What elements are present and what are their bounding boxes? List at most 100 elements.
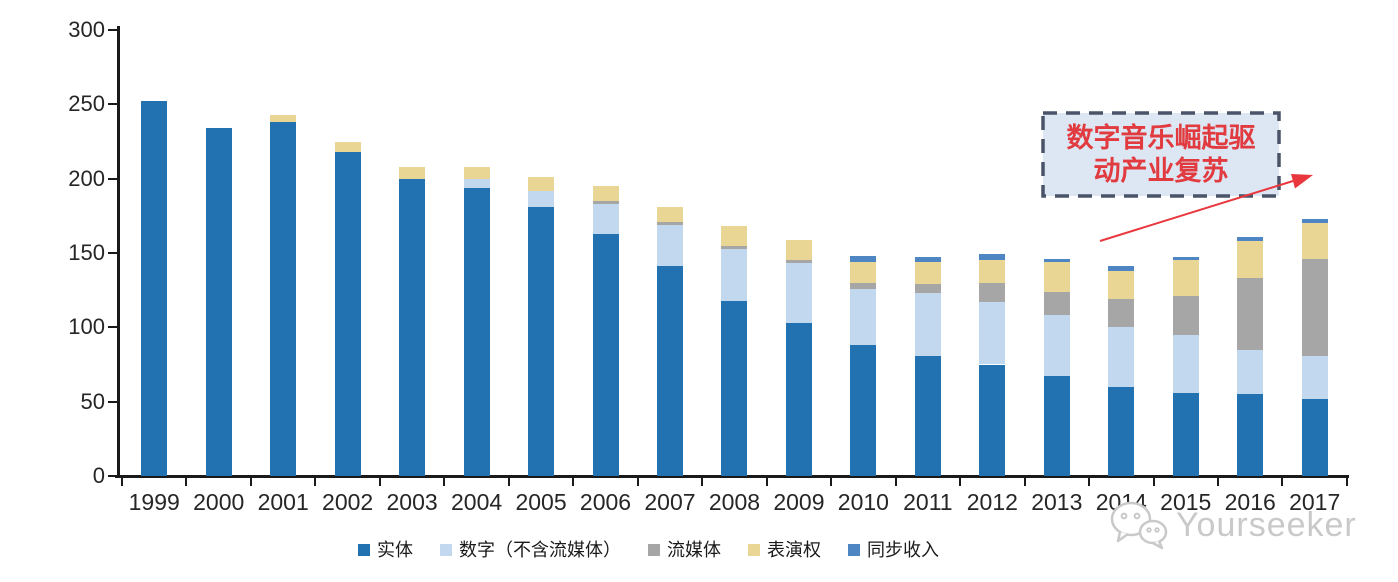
x-axis-line	[115, 475, 1349, 478]
bar-segment	[1301, 218, 1328, 224]
annotation-arrow-head-icon	[1291, 174, 1313, 189]
bar-segment	[1237, 394, 1264, 476]
bar-segment	[656, 206, 683, 222]
y-axis-tick-label: 200	[68, 165, 105, 191]
y-axis-tick-mark	[108, 252, 118, 254]
y-axis-tick-mark	[108, 29, 118, 31]
legend-item: 流媒体	[648, 540, 721, 560]
y-axis-tick-mark	[108, 475, 118, 477]
x-axis-tick-mark	[701, 478, 704, 486]
bar-segment	[592, 233, 619, 476]
bar-segment	[399, 166, 426, 179]
bar-segment	[1237, 349, 1264, 395]
bar-segment	[721, 226, 748, 246]
legend-swatch-icon	[848, 544, 860, 556]
bar-segment	[463, 187, 490, 476]
bar-segment	[1172, 257, 1199, 261]
bar-segment	[1043, 291, 1070, 316]
bar-segment	[141, 101, 168, 476]
x-axis-tick-mark	[636, 478, 639, 486]
bar-segment	[1237, 241, 1264, 279]
bar-segment	[334, 141, 361, 152]
bar-segment	[914, 293, 941, 356]
bar-segment	[785, 239, 812, 261]
x-axis-category-label: 2000	[193, 489, 245, 515]
x-axis-category-label: 2010	[837, 489, 889, 515]
y-axis-tick-mark	[108, 177, 118, 180]
x-axis-category-label: 2007	[644, 489, 696, 515]
bar-segment	[979, 260, 1006, 283]
x-axis-tick-mark	[1152, 478, 1155, 486]
bar-segment	[850, 255, 877, 262]
bar-segment	[1108, 386, 1135, 476]
x-axis-category-label: 2005	[515, 489, 567, 515]
legend-item: 实体	[358, 540, 413, 560]
bar-segment	[850, 288, 877, 346]
bar-segment	[785, 322, 812, 476]
bar-segment	[656, 266, 683, 476]
legend-swatch-icon	[748, 544, 760, 556]
x-axis-tick-mark	[959, 478, 962, 486]
y-axis-tick-mark	[108, 326, 118, 329]
bar-segment	[528, 206, 555, 476]
bar-segment	[914, 355, 941, 476]
x-axis-tick-mark	[1281, 478, 1284, 486]
bar-segment	[1108, 270, 1135, 300]
bar-segment	[914, 261, 941, 285]
bar-segment	[1301, 223, 1328, 259]
bar-segment	[656, 221, 683, 225]
bar-segment	[785, 263, 812, 323]
x-axis-tick-mark	[443, 478, 446, 486]
chart-legend: 实体 数字（不含流媒体） 流媒体 表演权 同步收入	[358, 540, 939, 560]
bar-segment	[1301, 355, 1328, 399]
bar-segment	[850, 261, 877, 283]
bar-segment	[1172, 392, 1199, 476]
bar-segment	[1301, 258, 1328, 356]
bar-segment	[592, 200, 619, 204]
bar-segment	[1043, 315, 1070, 377]
x-axis-tick-mark	[185, 478, 188, 486]
legend-label: 流媒体	[667, 540, 721, 560]
x-axis-category-label: 2016	[1224, 489, 1276, 515]
bar-segment	[463, 166, 490, 179]
legend-swatch-icon	[440, 544, 452, 556]
y-axis-tick-label: 100	[68, 314, 105, 340]
annotation-callout: 数字音乐崛起驱 动产业复苏	[1043, 113, 1279, 196]
x-axis-tick-mark	[378, 478, 381, 486]
bar-segment	[1237, 278, 1264, 350]
bar-segment	[399, 178, 426, 476]
annotation-line2: 动产业复苏	[1093, 155, 1229, 187]
x-axis-category-label: 2017	[1289, 489, 1341, 515]
x-axis-tick-mark	[1345, 478, 1348, 486]
bar-segment	[528, 177, 555, 191]
bar-segment	[979, 254, 1006, 261]
bar-segment	[334, 151, 361, 476]
x-axis-category-label: 2008	[708, 489, 761, 515]
wechat-logo-icon	[1110, 501, 1168, 550]
x-axis-category-label: 2015	[1160, 489, 1212, 515]
bar-segment	[592, 186, 619, 201]
bar-segment	[1301, 398, 1328, 476]
bar-segment	[1043, 258, 1070, 262]
x-axis-tick-mark	[894, 478, 897, 486]
x-axis-tick-mark	[572, 478, 575, 486]
bar-segment	[721, 300, 748, 476]
x-axis-tick-mark	[314, 478, 317, 486]
legend-label: 同步收入	[867, 540, 939, 560]
y-axis-tick-label: 250	[68, 91, 105, 117]
bar-segment	[205, 128, 232, 476]
bar-segment	[1172, 296, 1199, 335]
x-axis-category-label: 2006	[579, 489, 632, 515]
legend-label: 表演权	[767, 540, 821, 560]
y-axis-tick-mark	[108, 400, 118, 403]
x-axis-tick-mark	[121, 478, 123, 486]
bar-segment	[1043, 376, 1070, 476]
legend-swatch-icon	[358, 544, 370, 556]
bar-segment	[785, 260, 812, 264]
bar-segment	[592, 203, 619, 234]
y-axis-tick-label: 0	[92, 463, 105, 488]
x-axis-tick-mark	[1088, 478, 1091, 486]
bar-segment	[1172, 334, 1199, 393]
bar-segment	[463, 178, 490, 188]
